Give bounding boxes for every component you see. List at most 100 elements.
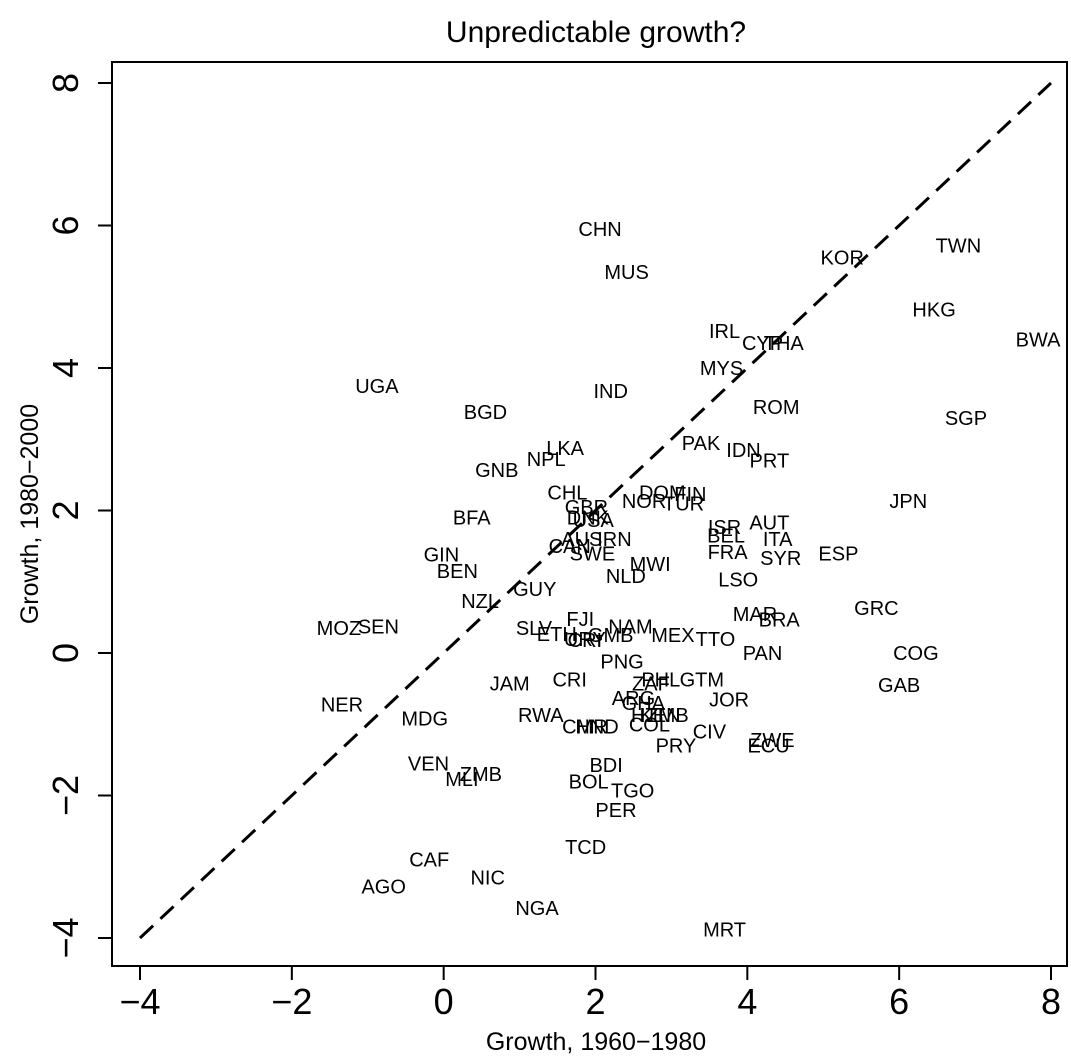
x-axis: −4 −2 0 2 4 6 8 bbox=[119, 965, 1061, 1022]
point-label: TUR bbox=[663, 493, 704, 515]
point-label: TWN bbox=[936, 235, 982, 257]
point-label: BEN bbox=[437, 561, 478, 583]
point-label: GAB bbox=[878, 675, 920, 697]
point-label: HND bbox=[575, 716, 618, 738]
point-label: KOR bbox=[821, 248, 864, 270]
reference-line bbox=[138, 81, 1053, 940]
point-label: COG bbox=[893, 643, 939, 665]
point-label: PER bbox=[595, 800, 636, 822]
point-label: BWA bbox=[1016, 330, 1061, 352]
point-label: URY bbox=[564, 629, 606, 651]
point-label: GRC bbox=[854, 598, 898, 620]
point-label: NLD bbox=[606, 566, 646, 588]
point-label: MLI bbox=[445, 769, 478, 791]
x-tick-label: 8 bbox=[1041, 981, 1061, 1022]
point-label: PHL bbox=[641, 669, 680, 691]
point-label: BFA bbox=[453, 508, 491, 530]
point-label: CRI bbox=[568, 630, 602, 652]
point-label: TTO bbox=[696, 629, 736, 651]
point-label: MYS bbox=[700, 358, 743, 380]
y-tick-label: 0 bbox=[45, 643, 86, 663]
point-label: MEX bbox=[651, 625, 694, 647]
point-label: MOZ bbox=[317, 618, 361, 640]
y-axis: −4 −2 0 2 4 6 8 bbox=[45, 73, 113, 959]
point-label: ZMB bbox=[460, 764, 502, 786]
point-label: NAM bbox=[608, 617, 652, 639]
point-label: GHA bbox=[622, 693, 666, 715]
point-label: NOR bbox=[622, 491, 666, 513]
point-label: TGO bbox=[611, 781, 654, 803]
point-label: GNB bbox=[475, 460, 518, 482]
x-tick-label: −4 bbox=[119, 981, 160, 1022]
point-label: PAN bbox=[743, 643, 783, 665]
point-label: CIV bbox=[693, 721, 727, 743]
point-label: PRY bbox=[656, 736, 697, 758]
x-axis-title: Growth, 1960−1980 bbox=[486, 1028, 706, 1056]
point-label: GTM bbox=[680, 669, 724, 691]
point-label: PAK bbox=[682, 433, 721, 455]
point-label: ISR bbox=[708, 517, 741, 539]
point-label: CRI bbox=[552, 669, 586, 691]
point-label: CAN bbox=[549, 536, 591, 558]
point-label: CHN bbox=[578, 219, 621, 241]
y-axis-title: Growth, 1980−2000 bbox=[16, 404, 44, 624]
point-label: CYP bbox=[742, 333, 783, 355]
point-label: USA bbox=[573, 510, 615, 532]
x-tick-label: 0 bbox=[434, 981, 454, 1022]
point-label: NPL bbox=[527, 449, 566, 471]
point-label: IND bbox=[593, 381, 627, 403]
point-label: ARG bbox=[612, 688, 655, 710]
point-label: UGA bbox=[355, 376, 399, 398]
y-tick-label: 2 bbox=[45, 500, 86, 520]
y-tick-label: 6 bbox=[45, 215, 86, 235]
point-label: CMR bbox=[562, 716, 608, 738]
point-label: ITA bbox=[763, 529, 793, 551]
point-label: GUY bbox=[513, 579, 556, 601]
point-label: ETH bbox=[537, 624, 577, 646]
point-label: JOR bbox=[709, 689, 749, 711]
x-tick-label: 6 bbox=[889, 981, 909, 1022]
point-label: LSO bbox=[718, 570, 758, 592]
chart-title: Unpredictable growth? bbox=[446, 16, 746, 49]
x-tick-label: 2 bbox=[585, 981, 605, 1022]
point-label: ESP bbox=[818, 543, 858, 565]
point-label: MAR bbox=[733, 604, 777, 626]
point-label: KEN bbox=[639, 705, 680, 727]
point-label: ZMB bbox=[647, 705, 689, 727]
point-label: BDI bbox=[589, 755, 622, 777]
point-label: NIC bbox=[470, 867, 504, 889]
point-label: ROM bbox=[753, 397, 800, 419]
point-label: ECU bbox=[747, 736, 789, 758]
point-label: IRL bbox=[709, 321, 740, 343]
point-label: SYR bbox=[760, 548, 801, 570]
point-label: DOM bbox=[639, 483, 686, 505]
point-label: BGD bbox=[464, 402, 507, 424]
point-label: BEL bbox=[707, 525, 745, 547]
point-label: BOL bbox=[569, 771, 609, 793]
point-label: FIN bbox=[674, 484, 706, 506]
point-label: HTI bbox=[631, 705, 663, 727]
point-label: CHL bbox=[547, 483, 587, 505]
point-label: AGO bbox=[361, 877, 405, 899]
point-label: GBR bbox=[565, 497, 608, 519]
x-tick-label: −2 bbox=[271, 981, 312, 1022]
reference-line-layer bbox=[138, 81, 1053, 940]
point-label: NER bbox=[321, 694, 363, 716]
point-label: PNG bbox=[600, 652, 643, 674]
point-label: DNK bbox=[567, 508, 610, 530]
point-label: HKG bbox=[912, 300, 955, 322]
point-label: JPN bbox=[889, 491, 927, 513]
y-tick-label: 4 bbox=[45, 358, 86, 378]
point-label: CAF bbox=[409, 850, 449, 872]
point-label: NZL bbox=[461, 591, 499, 613]
point-label: IDN bbox=[726, 440, 760, 462]
point-label: SEN bbox=[358, 617, 399, 639]
point-label: FRA bbox=[708, 542, 749, 564]
point-label: SLV bbox=[516, 618, 553, 640]
point-label: COL bbox=[629, 714, 670, 736]
point-label: ZWE bbox=[750, 730, 794, 752]
point-label: ZAF bbox=[632, 674, 670, 696]
x-tick-label: 4 bbox=[737, 981, 757, 1022]
